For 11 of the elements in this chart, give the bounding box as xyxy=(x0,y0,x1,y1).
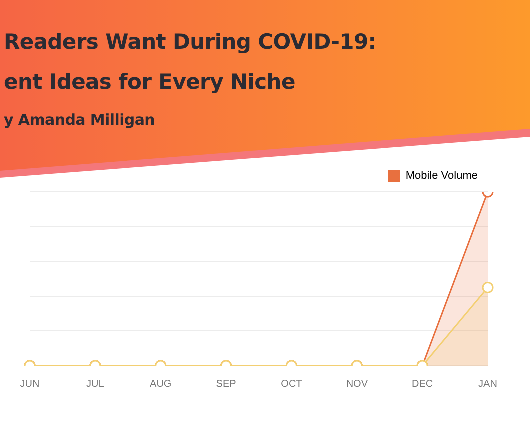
x-tick-label: JUL xyxy=(86,378,105,390)
x-tick-label: JAN xyxy=(478,378,498,390)
x-tick-label: NOV xyxy=(346,378,368,390)
chart-title: Readers Want During COVID-19: ent Ideas for Every Niche xyxy=(4,29,376,96)
x-tick-label: OCT xyxy=(281,378,302,390)
x-tick-label: AUG xyxy=(150,378,172,390)
legend-label: Mobile Volume xyxy=(406,170,478,182)
x-tick-label: DEC xyxy=(412,378,434,390)
x-tick-label: SEP xyxy=(216,378,237,390)
x-tick-label: JUN xyxy=(20,378,40,390)
chart-subtitle: y Amanda Milligan xyxy=(4,110,156,131)
